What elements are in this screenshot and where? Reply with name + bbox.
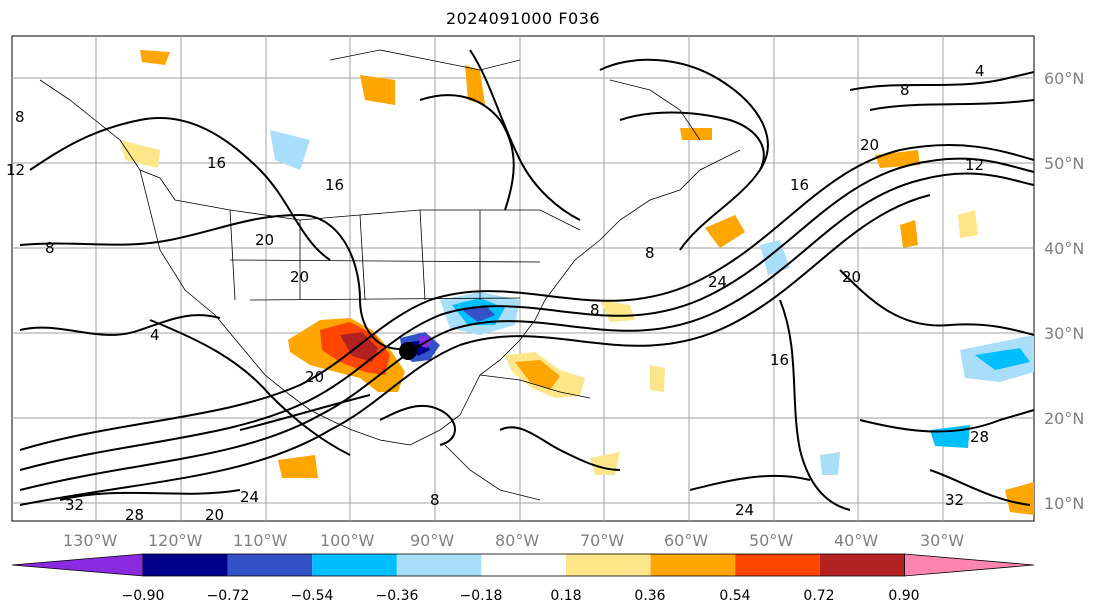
contour-label: 12 bbox=[965, 156, 984, 174]
svg-text:80°W: 80°W bbox=[495, 531, 539, 550]
contour-label: 16 bbox=[790, 176, 809, 194]
colorbar-tick-label: 0.36 bbox=[634, 588, 665, 604]
contour-label: 8 bbox=[430, 491, 440, 509]
contour-label: 4 bbox=[150, 326, 160, 344]
colorbar-tick-label: −0.72 bbox=[207, 588, 250, 604]
colorbar-swatch bbox=[227, 554, 313, 576]
contour-label: 24 bbox=[240, 488, 259, 506]
svg-text:40°W: 40°W bbox=[834, 531, 878, 550]
colorbar-swatch bbox=[481, 554, 566, 576]
svg-text:20°N: 20°N bbox=[1044, 409, 1084, 428]
contour-labels: 8 12 16 20 4 8 20 16 8 24 12 16 20 8 4 2… bbox=[6, 62, 989, 524]
colorbar-swatch bbox=[312, 554, 397, 576]
latitude-labels: 60°N 50°N 40°N 30°N 20°N 10°N bbox=[1044, 69, 1084, 513]
contour-label: 24 bbox=[735, 501, 754, 519]
colorbar-tick-label: 0.72 bbox=[803, 588, 834, 604]
longitude-labels: 130°W 120°W 110°W 100°W 90°W 80°W 70°W 6… bbox=[63, 531, 964, 550]
storm-center-marker bbox=[399, 342, 417, 360]
colorbar-tick-label: 0.90 bbox=[888, 588, 919, 604]
colorbar-swatch bbox=[143, 554, 228, 576]
contour-label: 8 bbox=[590, 301, 600, 319]
contour-label: 28 bbox=[125, 506, 144, 524]
svg-text:30°W: 30°W bbox=[920, 531, 964, 550]
svg-text:10°N: 10°N bbox=[1044, 494, 1084, 513]
svg-text:130°W: 130°W bbox=[63, 531, 118, 550]
colorbar-tick-label: −0.90 bbox=[122, 588, 165, 604]
colorbar-tick-label: 0.54 bbox=[719, 588, 750, 604]
contour-label: 20 bbox=[290, 268, 309, 286]
contour-label: 8 bbox=[900, 81, 910, 99]
colorbar-swatch bbox=[650, 554, 736, 576]
contour-label: 16 bbox=[207, 154, 226, 172]
contour-label: 24 bbox=[708, 273, 727, 291]
svg-text:50°N: 50°N bbox=[1044, 154, 1084, 173]
graticule bbox=[12, 36, 1034, 521]
contour-label: 8 bbox=[45, 239, 55, 257]
svg-text:90°W: 90°W bbox=[410, 531, 454, 550]
colorbar-tick-label: 0.18 bbox=[550, 588, 581, 604]
svg-text:60°W: 60°W bbox=[664, 531, 708, 550]
svg-text:30°N: 30°N bbox=[1044, 324, 1084, 343]
svg-text:70°W: 70°W bbox=[580, 531, 624, 550]
colorbar-extend-high bbox=[904, 553, 1035, 577]
contour-label: 16 bbox=[770, 351, 789, 369]
colorbar-outline bbox=[142, 553, 905, 577]
svg-text:120°W: 120°W bbox=[148, 531, 203, 550]
contour-label: 20 bbox=[860, 136, 879, 154]
contour-label: 20 bbox=[305, 368, 324, 386]
contour-label: 28 bbox=[970, 428, 989, 446]
svg-text:40°N: 40°N bbox=[1044, 239, 1084, 258]
contour-label: 12 bbox=[6, 161, 25, 179]
colorbar-tick-label: −0.36 bbox=[376, 588, 419, 604]
contour-label: 32 bbox=[945, 491, 964, 509]
colorbar-tick-label: −0.18 bbox=[460, 588, 503, 604]
colorbar-swatch bbox=[735, 554, 820, 576]
svg-text:110°W: 110°W bbox=[233, 531, 288, 550]
svg-text:100°W: 100°W bbox=[320, 531, 375, 550]
contour-label: 4 bbox=[975, 62, 985, 80]
colorbar-swatch bbox=[396, 554, 482, 576]
contour-label: 8 bbox=[15, 108, 25, 126]
colorbar-ticks: −0.90 −0.72 −0.54 −0.36 −0.18 0.18 0.36 … bbox=[122, 588, 920, 604]
map-frame bbox=[11, 35, 1035, 522]
colorbar-swatch bbox=[819, 554, 905, 576]
contour-label: 20 bbox=[205, 506, 224, 524]
colorbar-tick-label: −0.54 bbox=[291, 588, 334, 604]
svg-text:50°W: 50°W bbox=[749, 531, 793, 550]
contour-label: 8 bbox=[645, 244, 655, 262]
contour-label: 20 bbox=[842, 268, 861, 286]
contour-label: 16 bbox=[325, 176, 344, 194]
contour-label: 20 bbox=[255, 231, 274, 249]
contour-label: 32 bbox=[65, 496, 84, 514]
contours bbox=[19, 49, 1035, 511]
colorbar-extend-low bbox=[11, 553, 144, 577]
coastlines bbox=[39, 49, 741, 501]
colorbar-swatch bbox=[566, 554, 651, 576]
svg-text:60°N: 60°N bbox=[1044, 69, 1084, 88]
colorbar bbox=[11, 553, 1035, 577]
map-title: 2024091000 F036 bbox=[445, 9, 601, 28]
